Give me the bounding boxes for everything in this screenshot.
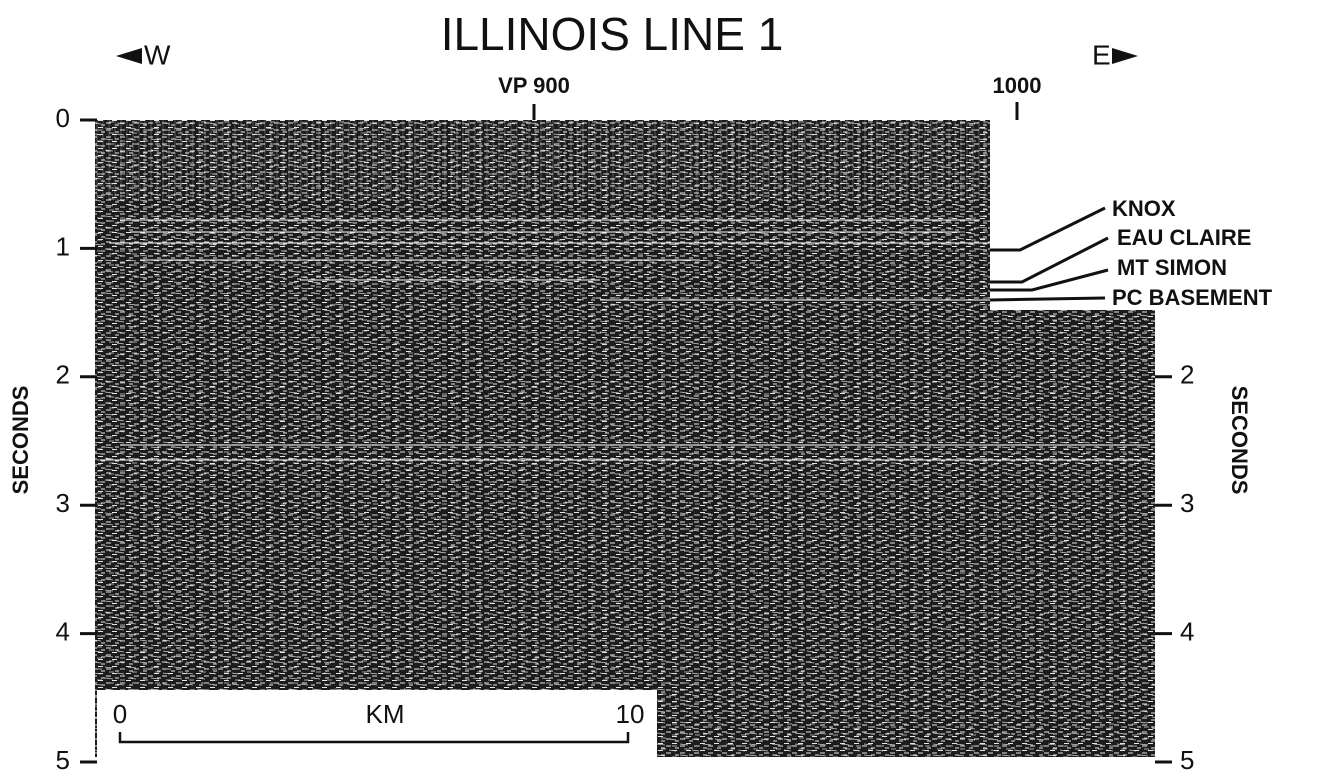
scale-start: 0 <box>113 699 127 729</box>
east-label: E <box>1092 39 1111 70</box>
west-arrow <box>116 48 142 64</box>
scale-unit: KM <box>366 699 405 729</box>
west-label: W <box>144 39 171 70</box>
y-tick-label: 0 <box>56 103 70 133</box>
horizon-label: KNOX <box>1112 196 1176 221</box>
y-tick-label: 5 <box>56 745 70 770</box>
scale-bar: 0 KM 10 <box>97 690 657 758</box>
y2-tick-label: 4 <box>1180 616 1194 646</box>
scale-end: 10 <box>616 699 645 729</box>
y-tick-label: 4 <box>56 616 70 646</box>
y-tick-label: 2 <box>56 360 70 390</box>
y2-axis-label: SECONDS <box>1227 386 1252 495</box>
y-tick-label: 1 <box>56 231 70 261</box>
horizon-label: MT SIMON <box>1117 255 1227 280</box>
horizon-leader <box>990 298 1105 300</box>
y-tick-label: 3 <box>56 488 70 518</box>
horizon-leader <box>990 208 1105 250</box>
east-arrow <box>1112 48 1138 64</box>
horizon-label: EAU CLAIRE <box>1117 225 1251 250</box>
title: ILLINOIS LINE 1 <box>441 8 784 60</box>
y-axis-label: SECONDS <box>8 386 33 495</box>
vp-label: 1000 <box>993 73 1042 98</box>
y2-tick-label: 2 <box>1180 360 1194 390</box>
y2-tick-label: 5 <box>1180 745 1194 770</box>
horizon-leader <box>990 270 1108 290</box>
vp-label: VP 900 <box>498 73 570 98</box>
horizon-label: PC BASEMENT <box>1112 285 1273 310</box>
figure: ILLINOIS LINE 1 W E VP 900 1000 SECONDS … <box>0 0 1334 770</box>
y2-tick-label: 3 <box>1180 488 1194 518</box>
seismic-section <box>95 120 1155 757</box>
